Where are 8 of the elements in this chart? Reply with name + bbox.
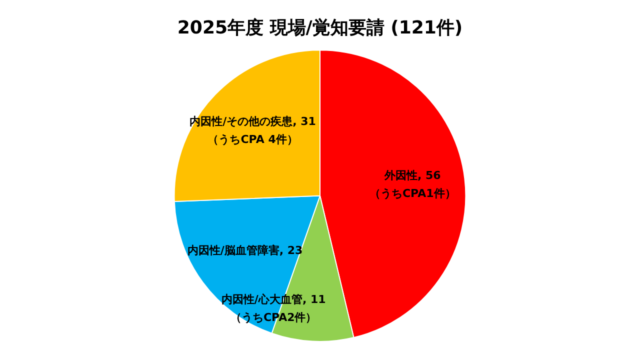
chart-title: 2025年度 現場/覚知要請 (121件) <box>177 17 463 38</box>
data-label: , 11 <box>302 293 326 306</box>
data-label: , 56 <box>417 168 442 182</box>
slice-label: 外因性 <box>383 168 418 182</box>
text: （うちCPA1件） <box>369 186 456 200</box>
text: （うちCPA 4件） <box>208 133 298 146</box>
slice-label: 内因性/脳血管障害 <box>187 244 280 258</box>
data-label: , 31 <box>292 115 316 128</box>
